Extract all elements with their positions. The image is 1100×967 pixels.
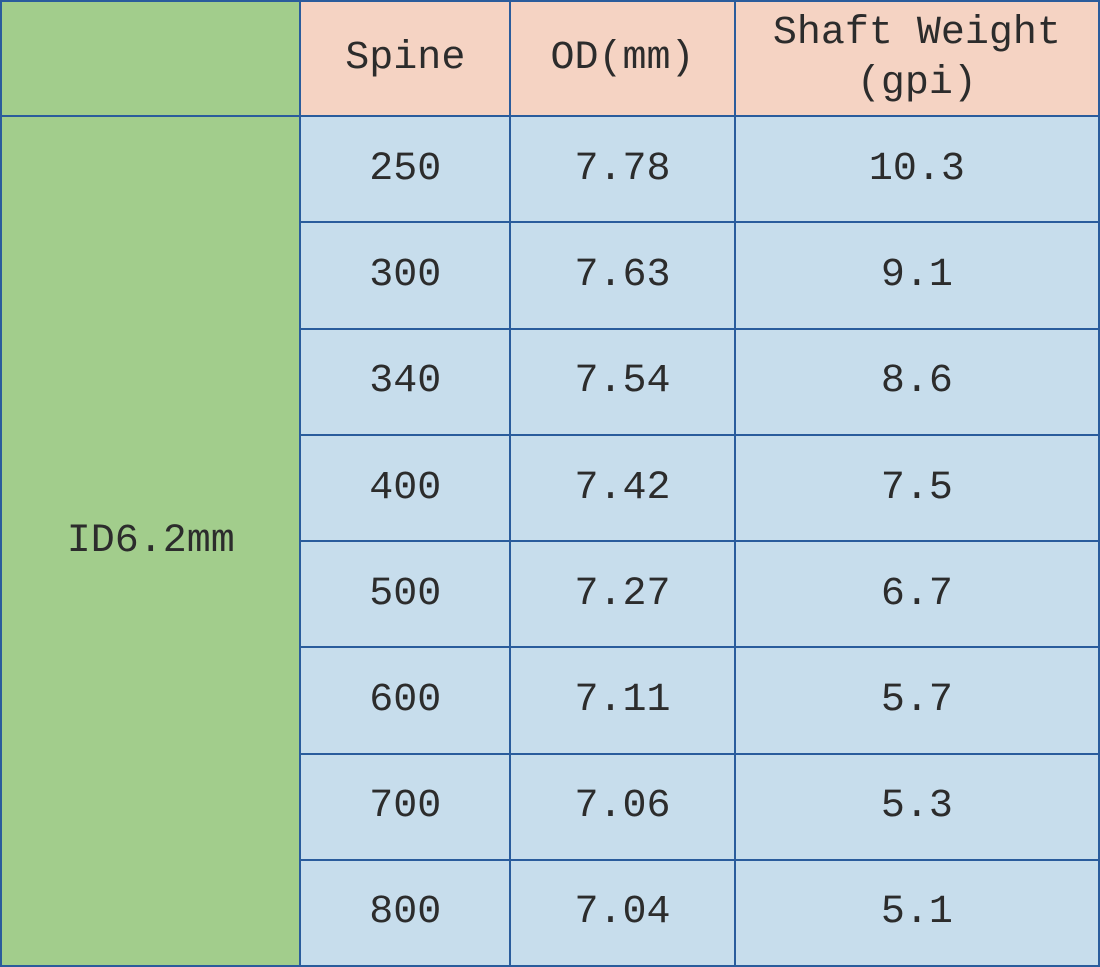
- col-header-od: OD(mm): [510, 1, 735, 116]
- table-cell: 400: [300, 435, 510, 541]
- table-cell: 7.5: [735, 435, 1099, 541]
- table-cell: 250: [300, 116, 510, 222]
- table-cell: 700: [300, 754, 510, 860]
- col-header-weight-line2: (gpi): [857, 61, 977, 106]
- table-cell: 800: [300, 860, 510, 966]
- table-cell: 7.42: [510, 435, 735, 541]
- corner-cell: [1, 1, 300, 116]
- table-cell: 7.63: [510, 222, 735, 328]
- table-cell: 10.3: [735, 116, 1099, 222]
- table-cell: 7.78: [510, 116, 735, 222]
- table-cell: 7.06: [510, 754, 735, 860]
- table-cell: 5.7: [735, 647, 1099, 753]
- table-cell: 7.04: [510, 860, 735, 966]
- table-cell: 5.1: [735, 860, 1099, 966]
- table-cell: 7.27: [510, 541, 735, 647]
- row-header-id: ID6.2mm: [1, 116, 300, 966]
- table-cell: 500: [300, 541, 510, 647]
- table-cell: 7.54: [510, 329, 735, 435]
- table-cell: 600: [300, 647, 510, 753]
- table-cell: 5.3: [735, 754, 1099, 860]
- spec-table: Spine OD(mm) Shaft Weight (gpi) ID6.2mm …: [0, 0, 1100, 967]
- col-header-weight: Shaft Weight (gpi): [735, 1, 1099, 116]
- table-cell: 300: [300, 222, 510, 328]
- table-cell: 6.7: [735, 541, 1099, 647]
- table-cell: 9.1: [735, 222, 1099, 328]
- col-header-weight-line1: Shaft Weight: [773, 11, 1061, 56]
- table-cell: 340: [300, 329, 510, 435]
- table-cell: 7.11: [510, 647, 735, 753]
- col-header-spine: Spine: [300, 1, 510, 116]
- table-cell: 8.6: [735, 329, 1099, 435]
